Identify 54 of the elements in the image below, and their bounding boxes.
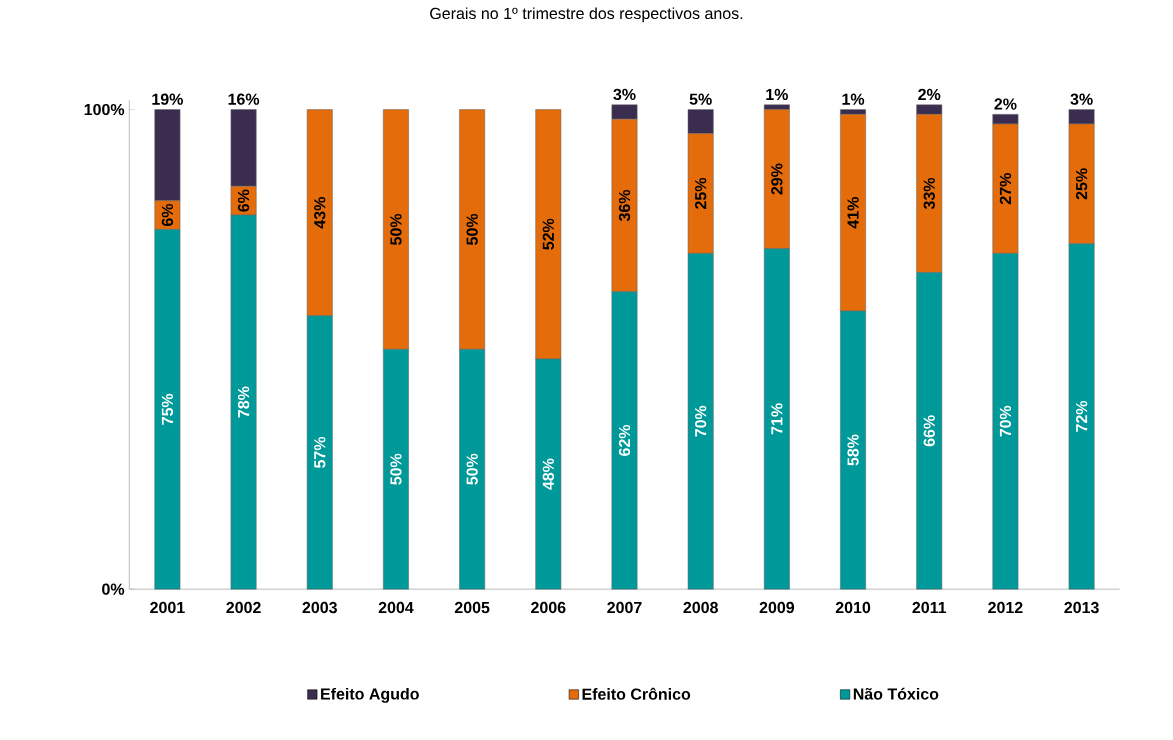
- data-label: 41%: [847, 197, 859, 229]
- data-label: 5%: [689, 93, 712, 105]
- data-label: 33%: [923, 178, 935, 210]
- legend-label: Efeito Agudo: [321, 688, 419, 703]
- data-label: 50%: [390, 213, 402, 246]
- data-label: 72%: [1075, 401, 1088, 432]
- data-label: 43%: [314, 197, 326, 229]
- x-tick-label: 2001: [150, 601, 185, 614]
- x-tick-label: 2005: [454, 601, 490, 614]
- data-label: 1%: [766, 88, 788, 101]
- data-label: 52%: [542, 218, 554, 250]
- data-label: 2%: [994, 98, 1017, 110]
- data-label: 27%: [999, 173, 1012, 205]
- x-tick-label: 2004: [378, 601, 414, 614]
- data-label: 3%: [1070, 93, 1093, 105]
- data-label: 75%: [161, 393, 174, 425]
- data-label: 70%: [695, 405, 707, 437]
- data-label: 36%: [618, 190, 631, 222]
- data-label: 58%: [847, 434, 859, 466]
- x-tick-label: 2009: [759, 601, 795, 614]
- x-tick-label: 2006: [531, 601, 566, 614]
- chart-title: Gerais no 1º trimestre dos respectivos anos.: [430, 7, 743, 23]
- data-label: 50%: [466, 213, 478, 246]
- data-label: 29%: [771, 163, 783, 195]
- data-label: 48%: [542, 458, 554, 490]
- data-label: 25%: [695, 178, 707, 210]
- data-label: 62%: [618, 425, 631, 457]
- data-label: 3%: [613, 88, 636, 101]
- data-label: 25%: [1075, 168, 1088, 200]
- y-tick-label: 0%: [102, 583, 125, 595]
- x-tick-label: 2013: [1064, 601, 1099, 614]
- legend-label: Não Tóxico: [853, 687, 939, 700]
- data-label: 19%: [152, 93, 183, 105]
- x-tick-label: 2008: [683, 601, 718, 614]
- data-label: 50%: [390, 453, 402, 485]
- data-label: 71%: [771, 403, 783, 435]
- data-label: 1%: [842, 93, 865, 105]
- data-label: 50%: [466, 453, 478, 485]
- x-tick-label: 2012: [988, 601, 1023, 614]
- x-tick-label: 2003: [302, 601, 337, 614]
- x-tick-label: 2007: [607, 601, 642, 614]
- data-label: 2%: [918, 88, 941, 101]
- data-label: 57%: [314, 437, 326, 469]
- x-tick-label: 2010: [835, 601, 871, 614]
- data-label: 6%: [237, 189, 250, 212]
- data-label: 78%: [237, 386, 250, 418]
- x-tick-label: 2011: [912, 601, 947, 614]
- data-label: 70%: [999, 405, 1012, 437]
- y-tick-label: 100%: [84, 104, 125, 116]
- x-tick-label: 2002: [226, 601, 261, 614]
- data-label: 16%: [228, 93, 260, 105]
- data-label: 66%: [923, 415, 935, 447]
- data-label: 6%: [161, 204, 174, 227]
- legend-label: Efeito Crônico: [582, 687, 691, 700]
